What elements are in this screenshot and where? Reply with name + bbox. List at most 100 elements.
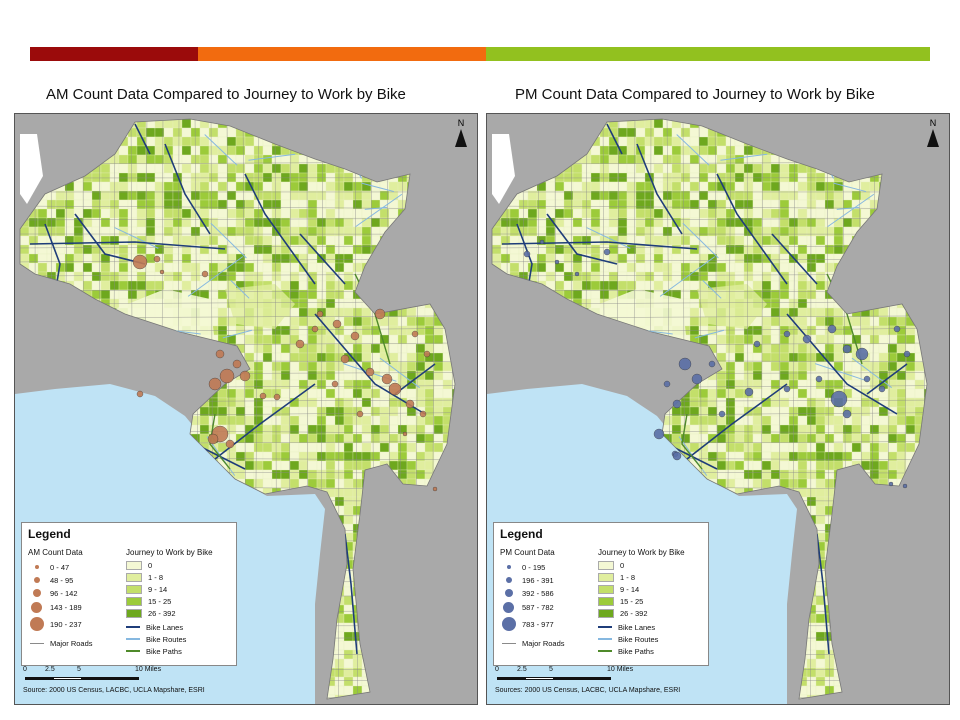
tract-cell (914, 235, 925, 246)
tract-cell (743, 370, 754, 381)
tract-cell (289, 316, 300, 327)
tract-cell (424, 694, 435, 699)
bike-route (361, 182, 395, 193)
tract-cell (118, 244, 129, 255)
tract-cell (208, 190, 219, 201)
tract-cell (761, 181, 772, 192)
tract-cell (671, 253, 682, 264)
tract-cell (905, 334, 916, 345)
tract-cell (334, 307, 345, 318)
tract-cell (833, 145, 844, 156)
tract-cell (118, 280, 129, 291)
count-point (159, 269, 165, 275)
tract-cell (406, 442, 417, 453)
tract-cell (914, 199, 925, 210)
tract-cell (433, 370, 444, 381)
tract-cell (689, 298, 700, 309)
tract-cell (707, 379, 718, 390)
tract-cell (20, 280, 30, 291)
tract-cell (298, 172, 309, 183)
tract-cell (55, 226, 66, 237)
tract-cell (406, 568, 417, 579)
tract-cell (127, 190, 138, 201)
tract-cell (518, 370, 529, 381)
tract-cell (307, 406, 318, 417)
tract-cell (635, 370, 646, 381)
tract-cell (379, 289, 390, 300)
tract-cell (824, 190, 835, 201)
tract-cell (716, 370, 727, 381)
tract-cell (406, 658, 417, 669)
tract-cell (244, 262, 255, 273)
tract-cell (28, 280, 39, 291)
tract-cell (244, 352, 255, 363)
tract-cell (388, 325, 399, 336)
bike-lane (74, 213, 146, 265)
tract-cell (181, 406, 192, 417)
tract-cell (590, 370, 601, 381)
tract-cell (797, 127, 808, 138)
tract-cell (415, 262, 426, 273)
tract-cell (388, 208, 399, 219)
tract-cell (334, 253, 345, 264)
tract-cell (406, 559, 417, 570)
tract-cell (572, 163, 583, 174)
tract-cell (770, 208, 781, 219)
tract-cell (37, 208, 48, 219)
tract-cell (226, 253, 237, 264)
tract-cell (154, 379, 165, 390)
tract-cell (451, 505, 455, 516)
tract-cell (397, 658, 408, 669)
tract-cell (806, 325, 817, 336)
tract-cell (253, 460, 264, 471)
accent-bar-orange (198, 47, 486, 61)
tract-cell (136, 199, 147, 210)
tract-cell (887, 397, 898, 408)
tract-cell (878, 253, 889, 264)
tract-cell (298, 460, 309, 471)
tract-cell (896, 226, 907, 237)
tract-cell (20, 352, 30, 363)
tract-cell (608, 325, 619, 336)
tract-cell (752, 352, 763, 363)
tract-cell (590, 361, 601, 372)
tract-cell (388, 226, 399, 237)
tract-cell (271, 433, 282, 444)
choropleth-swatch-icon (126, 560, 142, 570)
tract-cell (716, 244, 727, 255)
tract-cell (518, 343, 529, 354)
tract-cell (869, 316, 880, 327)
tract-cell (217, 154, 228, 165)
tract-cell (590, 334, 601, 345)
tract-cell (896, 253, 907, 264)
tract-cell (172, 397, 183, 408)
tract-cell (307, 119, 318, 129)
tract-cell (896, 172, 907, 183)
tract-cell (851, 163, 862, 174)
tract-cell (743, 172, 754, 183)
tract-cell (689, 154, 700, 165)
tract-cell (563, 361, 574, 372)
tract-cell (878, 361, 889, 372)
tract-cell (289, 127, 300, 138)
tract-cell (743, 343, 754, 354)
tract-cell (127, 379, 138, 390)
tract-cell (590, 343, 601, 354)
tract-cell (55, 361, 66, 372)
tract-cell (689, 127, 700, 138)
tract-cell (680, 289, 691, 300)
tract-cell (388, 334, 399, 345)
legend-bike-lanes: Bike Lanes (126, 621, 183, 633)
tract-cell (698, 208, 709, 219)
tract-cell (851, 271, 862, 282)
tract-cell (226, 271, 237, 282)
tract-cell (500, 325, 511, 336)
tract-cell (397, 685, 408, 696)
tract-cell (361, 586, 372, 597)
tract-cell (289, 226, 300, 237)
tract-cell (73, 262, 84, 273)
tract-cell (887, 388, 898, 399)
count-point (350, 331, 360, 341)
tract-cell (554, 352, 565, 363)
tract-cell (145, 352, 156, 363)
